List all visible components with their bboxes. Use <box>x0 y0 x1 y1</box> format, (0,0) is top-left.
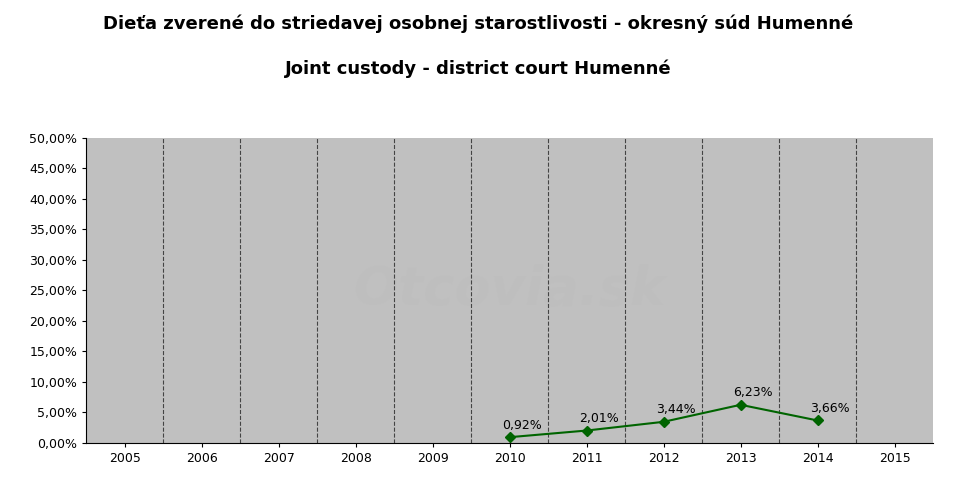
Text: Joint custody - district court Humenné: Joint custody - district court Humenné <box>285 59 672 78</box>
Text: Dieťa zverené do striedavej osobnej starostlivosti - okresný súd Humenné: Dieťa zverené do striedavej osobnej star… <box>103 15 854 33</box>
Text: 3,44%: 3,44% <box>656 403 696 416</box>
Text: Otcovia.sk: Otcovia.sk <box>353 264 666 316</box>
Text: 3,66%: 3,66% <box>810 402 850 415</box>
Text: 6,23%: 6,23% <box>733 386 772 400</box>
Text: 2,01%: 2,01% <box>579 412 618 425</box>
Text: 0,92%: 0,92% <box>501 419 542 431</box>
